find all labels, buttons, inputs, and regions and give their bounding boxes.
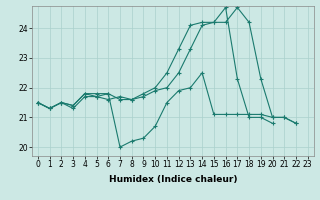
X-axis label: Humidex (Indice chaleur): Humidex (Indice chaleur) — [108, 175, 237, 184]
